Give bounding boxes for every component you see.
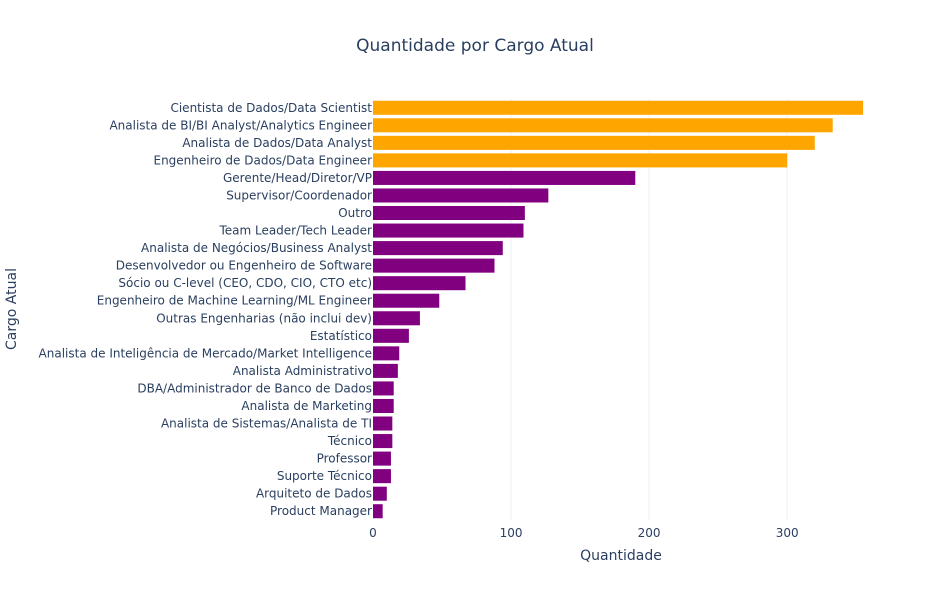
y-tick-label: Analista de Dados/Data Analyst	[182, 136, 372, 150]
y-tick-label: Outro	[338, 206, 372, 220]
y-tick-label: Cientista de Dados/Data Scientist	[170, 101, 372, 115]
y-tick-label: Analista de Sistemas/Analista de TI	[161, 417, 372, 431]
bar[interactable]	[373, 486, 387, 501]
bar[interactable]	[373, 170, 636, 185]
y-tick-label: Engenheiro de Dados/Data Engineer	[153, 153, 372, 167]
y-tick-label: Outras Engenharias (não inclui dev)	[156, 311, 372, 325]
bar[interactable]	[373, 223, 524, 238]
bar[interactable]	[373, 206, 525, 221]
bar[interactable]	[373, 258, 495, 273]
y-tick-label: Desenvolvedor ou Engenheiro de Software	[116, 259, 372, 273]
bar[interactable]	[373, 504, 383, 519]
y-tick-label: Analista de Marketing	[241, 399, 372, 413]
bar[interactable]	[373, 311, 420, 326]
bar[interactable]	[373, 153, 788, 168]
bar[interactable]	[373, 381, 394, 396]
y-tick-label: Arquiteto de Dados	[256, 487, 372, 501]
y-tick-label: Analista Administrativo	[233, 364, 372, 378]
x-tick-labels: 0 100 200 300	[369, 526, 798, 540]
bar[interactable]	[373, 328, 409, 343]
y-tick-label: Team Leader/Tech Leader	[218, 224, 372, 238]
y-tick-label: Supervisor/Coordenador	[226, 188, 372, 202]
y-tick-label: Analista de BI/BI Analyst/Analytics Engi…	[109, 118, 372, 132]
bar[interactable]	[373, 276, 466, 291]
y-tick-label: Suporte Técnico	[277, 469, 372, 483]
bar[interactable]	[373, 100, 864, 115]
y-tick-label: Gerente/Head/Diretor/VP	[223, 171, 372, 185]
y-tick-label: Analista de Negócios/Business Analyst	[141, 241, 372, 255]
x-tick-label: 0	[369, 526, 377, 540]
bar[interactable]	[373, 451, 391, 466]
y-tick-label: Sócio ou C-level (CEO, CDO, CIO, CTO etc…	[118, 276, 372, 290]
bar[interactable]	[373, 135, 815, 150]
x-tick-label: 100	[500, 526, 523, 540]
bar[interactable]	[373, 398, 394, 413]
x-axis-title: Quantidade	[580, 548, 662, 564]
chart-title: Quantidade por Cargo Atual	[356, 36, 594, 56]
bar[interactable]	[373, 346, 400, 361]
category-labels: Cientista de Dados/Data Scientist Analist…	[39, 101, 373, 518]
bar[interactable]	[373, 241, 503, 256]
y-tick-label: Professor	[317, 452, 372, 466]
x-tick-label: 300	[776, 526, 799, 540]
y-tick-label: Product Manager	[270, 504, 372, 518]
y-tick-label: DBA/Administrador de Banco de Dados	[137, 381, 372, 395]
y-tick-label: Estatístico	[310, 329, 372, 343]
y-tick-label: Técnico	[327, 434, 372, 448]
x-tick-label: 200	[638, 526, 661, 540]
bar[interactable]	[373, 416, 393, 431]
bar[interactable]	[373, 434, 393, 449]
y-tick-label: Analista de Inteligência de Mercado/Mark…	[39, 346, 372, 360]
bar[interactable]	[373, 469, 391, 484]
bar[interactable]	[373, 118, 833, 133]
bar[interactable]	[373, 363, 398, 378]
bar[interactable]	[373, 188, 549, 203]
y-tick-label: Engenheiro de Machine Learning/ML Engine…	[97, 294, 372, 308]
bars-layer	[373, 100, 864, 519]
grid-layer	[510, 99, 788, 520]
y-axis-title: Cargo Atual	[4, 268, 20, 350]
bar[interactable]	[373, 293, 440, 308]
